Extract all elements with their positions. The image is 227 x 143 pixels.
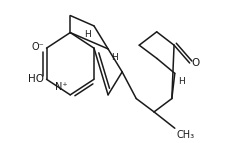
Text: CH₃: CH₃ — [176, 130, 194, 140]
Text: H: H — [111, 53, 117, 62]
Text: H: H — [84, 30, 91, 39]
Text: N⁺: N⁺ — [55, 82, 68, 92]
Text: H: H — [177, 77, 184, 86]
Text: O⁻: O⁻ — [32, 42, 44, 52]
Text: O: O — [191, 58, 199, 68]
Text: HO: HO — [28, 74, 44, 84]
